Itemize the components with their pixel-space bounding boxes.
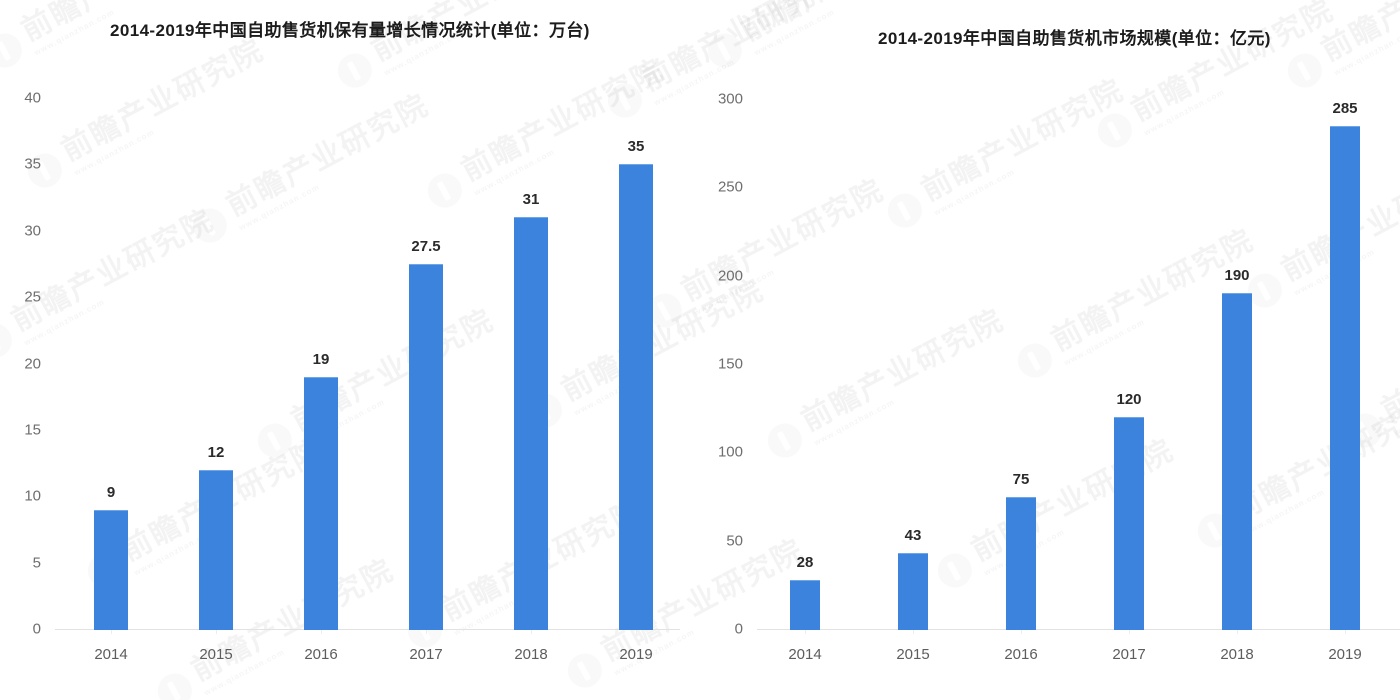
y-axis-tick-label: 200 [717, 267, 743, 285]
x-axis-tick [111, 630, 112, 634]
y-axis-tick-label: 5 [32, 554, 41, 572]
y-axis-tick-label: 35 [24, 155, 41, 173]
bar[interactable] [898, 553, 928, 630]
y-axis-tick-label: 30 [24, 222, 41, 240]
x-axis-category-label: 2019 [1328, 646, 1362, 663]
x-axis-tick [1021, 630, 1022, 634]
chart-title-left: 2014-2019年中国自助售货机保有量增长情况统计(单位：万台) [110, 21, 590, 40]
bar-value-label: 190 [1224, 267, 1250, 285]
y-axis-tick-label: 10 [24, 487, 41, 505]
x-axis-category-label: 2015 [199, 646, 233, 663]
bar-value-label: 19 [312, 350, 330, 368]
bar[interactable] [514, 217, 548, 630]
x-axis-category-label: 2014 [94, 646, 128, 663]
bar-value-label: 35 [627, 138, 645, 156]
x-axis-category-label: 2017 [409, 646, 443, 663]
x-axis-tick [805, 630, 806, 634]
chart-title-right: 2014-2019年中国自助售货机市场规模(单位：亿元) [878, 29, 1271, 48]
x-axis-tick [321, 630, 322, 634]
bar[interactable] [619, 164, 653, 630]
y-axis-tick-label: 15 [24, 421, 41, 439]
y-axis-tick-label: 40 [24, 89, 41, 107]
x-axis-category-label: 2019 [619, 646, 653, 663]
x-axis-line [757, 629, 1400, 630]
y-axis-tick-label: 0 [734, 620, 743, 638]
bar[interactable] [790, 579, 820, 630]
x-axis-tick [636, 630, 637, 634]
y-axis-tick-label: 0 [32, 620, 41, 638]
x-axis-tick [1237, 630, 1238, 634]
x-axis-category-label: 2014 [788, 646, 822, 663]
bar[interactable] [1006, 496, 1036, 630]
bar-value-label: 120 [1116, 391, 1142, 408]
bar[interactable] [1114, 417, 1144, 630]
y-axis-tick-label: 50 [726, 532, 743, 550]
plot-area-left: 0 5 10 15 20 25 30 35 40 9 2014 12 2015 19 2016 27.5 201… [24, 89, 680, 663]
x-axis-category-label: 2018 [514, 646, 548, 663]
y-axis-tick-label: 250 [717, 178, 743, 196]
x-axis-category-label: 2016 [1004, 646, 1038, 663]
plot-area-right: 0 50 100 150 200 250 300 28 2014 43 2015 75 2016 120 2… [700, 0, 1400, 700]
x-axis-line [55, 629, 680, 630]
bar-value-label: 27.5 [411, 237, 441, 255]
x-axis-tick [1129, 630, 1130, 634]
x-axis-category-label: 2015 [896, 646, 930, 663]
x-axis-category-label: 2017 [1112, 646, 1146, 663]
chart-vending-machine-stock: 2014-2019年中国自助售货机保有量增长情况统计(单位：万台) 0 5 10 15… [24, 21, 680, 663]
bar-value-label: 28 [796, 553, 814, 571]
x-axis-tick [913, 630, 914, 634]
bar[interactable] [304, 376, 338, 630]
bar[interactable] [1330, 125, 1360, 630]
y-axis-tick-label: 150 [717, 355, 743, 373]
x-axis-tick [531, 630, 532, 634]
y-axis-tick-label: 20 [24, 355, 41, 372]
bar[interactable] [1222, 293, 1252, 630]
bar-value-label: 9 [106, 483, 116, 501]
bar-value-label: 43 [904, 527, 922, 545]
chart-vending-machine-market-size: 2014-2019年中国自助售货机市场规模(单位：亿元) 0 50 100 150 20… [700, 0, 1400, 700]
x-axis-category-label: 2016 [304, 646, 338, 663]
x-axis-category-label: 2018 [1220, 646, 1254, 663]
x-axis-tick [216, 630, 217, 634]
y-axis-tick-label: 25 [24, 288, 41, 306]
y-axis-tick-label: 100 [717, 443, 743, 461]
bar-value-label: 12 [207, 443, 225, 461]
bar-value-label: 75 [1012, 470, 1030, 488]
bar-value-label: 31 [522, 191, 540, 209]
bar-value-label: 285 [1332, 99, 1358, 117]
bar[interactable] [94, 509, 128, 630]
x-axis-tick [1345, 630, 1346, 634]
bar[interactable] [409, 263, 443, 630]
x-axis-tick [426, 630, 427, 634]
bar[interactable] [199, 469, 233, 630]
y-axis-tick-label: 300 [717, 90, 743, 108]
